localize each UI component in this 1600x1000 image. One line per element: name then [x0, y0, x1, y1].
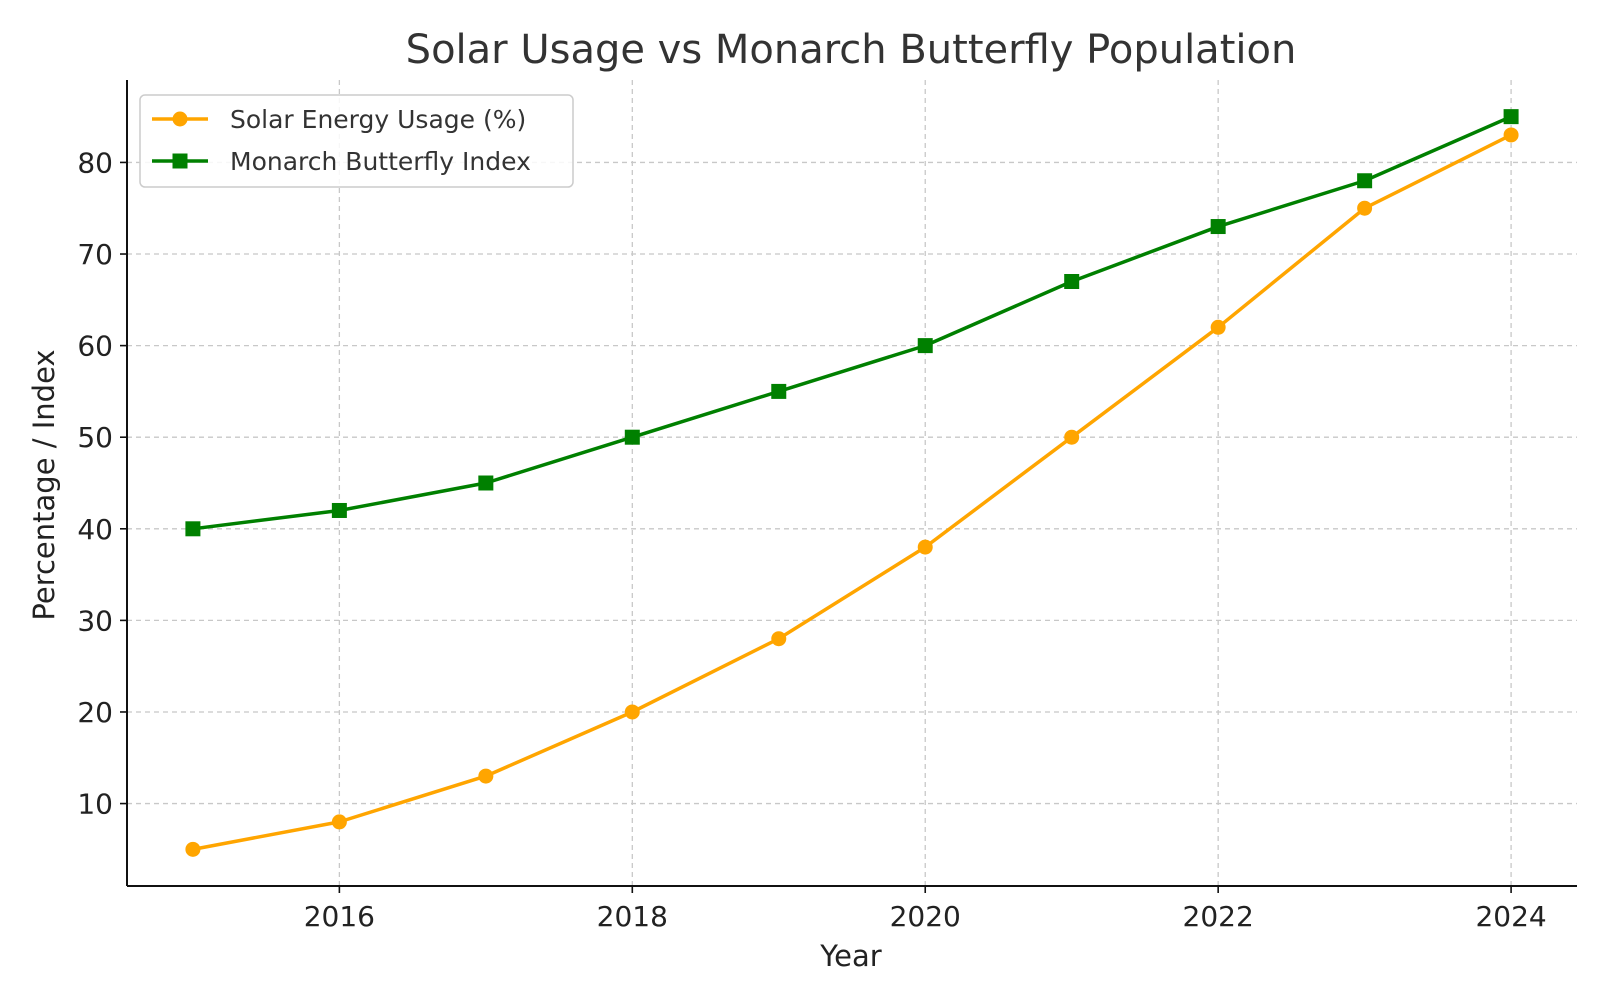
data-point-solar: [771, 631, 787, 647]
legend-marker-monarch: [172, 153, 188, 169]
data-point-monarch: [1503, 109, 1519, 125]
x-tick-label: 2018: [597, 900, 668, 933]
series-monarch: [185, 109, 1519, 537]
y-tick-label: 80: [77, 146, 113, 179]
series-line-monarch: [192, 115, 1512, 531]
legend-label-solar: Solar Energy Usage (%): [230, 105, 526, 134]
series-solar: [185, 127, 1519, 857]
legend-label-monarch: Monarch Butterfly Index: [230, 147, 531, 176]
data-point-solar: [478, 768, 494, 784]
legend: Solar Energy Usage (%) Monarch Butterfly …: [139, 94, 574, 188]
y-axis-label: Percentage / Index: [27, 349, 61, 620]
data-point-monarch: [917, 338, 933, 354]
axes: 10 20 30 40 50 60 70 80 2016 2018 2020 2022 2024: [77, 80, 1577, 933]
y-tick-label: 30: [77, 604, 113, 637]
data-point-solar: [917, 539, 933, 555]
series-layer: [185, 109, 1519, 857]
data-point-solar: [1357, 200, 1373, 216]
data-point-solar: [1503, 127, 1519, 143]
y-tick-label: 20: [77, 696, 113, 729]
data-point-monarch: [624, 429, 640, 445]
legend-box: [139, 94, 574, 188]
y-tick-label: 40: [77, 513, 113, 546]
y-tick-label: 70: [77, 238, 113, 271]
data-point-solar: [1064, 429, 1080, 445]
x-tick-label: 2022: [1183, 900, 1254, 933]
data-point-solar: [185, 841, 201, 857]
y-tick-label: 50: [77, 421, 113, 454]
x-tick-label: 2024: [1475, 900, 1546, 933]
data-point-monarch: [478, 475, 494, 491]
legend-item-solar: Solar Energy Usage (%): [152, 105, 526, 134]
data-point-monarch: [1357, 173, 1373, 189]
data-point-solar: [624, 704, 640, 720]
x-tick-label: 2020: [890, 900, 961, 933]
series-line-solar: [192, 133, 1512, 852]
data-point-solar: [331, 814, 347, 830]
data-point-monarch: [1210, 219, 1226, 235]
y-tick-label: 60: [77, 330, 113, 363]
data-point-monarch: [331, 502, 347, 518]
y-tick-label: 10: [77, 788, 113, 821]
x-tick-label: 2016: [304, 900, 375, 933]
grid: [127, 80, 1577, 886]
data-point-solar: [1210, 319, 1226, 335]
x-axis-label: Year: [819, 939, 881, 973]
legend-marker-solar: [172, 111, 188, 127]
data-point-monarch: [771, 383, 787, 399]
chart-title: Solar Usage vs Monarch Butterfly Populat…: [406, 27, 1297, 73]
data-point-monarch: [185, 521, 201, 537]
data-point-monarch: [1064, 274, 1080, 289]
legend-item-monarch: Monarch Butterfly Index: [152, 147, 531, 176]
